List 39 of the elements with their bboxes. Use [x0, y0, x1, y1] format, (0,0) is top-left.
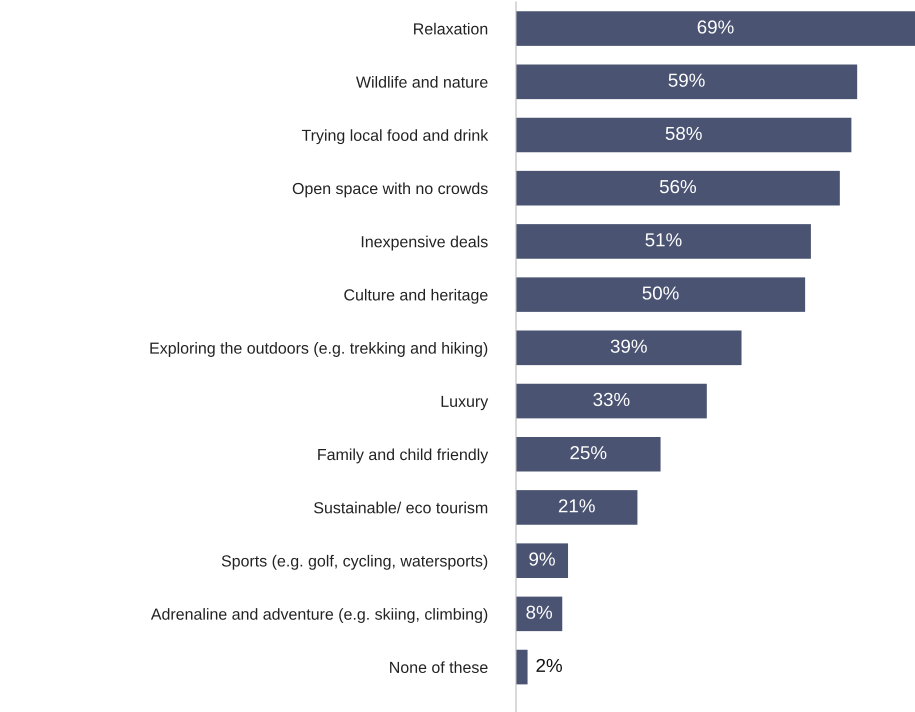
y-tick-label: Exploring the outdoors (e.g. trekking and hiking) [150, 342, 488, 357]
bar [516, 490, 638, 525]
data-label: 50% [642, 286, 679, 300]
bar [516, 224, 811, 259]
y-tick-label: Adrenaline and adventure (e.g. skiing, climbing) [150, 608, 488, 623]
data-label: 69% [698, 20, 734, 34]
y-tick-label: Sports (e.g. golf, cycling, watersports) [222, 554, 488, 570]
bar [516, 330, 742, 366]
data-label: 33% [593, 392, 630, 406]
bar [516, 436, 661, 472]
y-tick-label: Sustainable/ eco tourism [314, 502, 488, 514]
y-tick-label: None of these [390, 661, 488, 674]
bar [516, 64, 858, 100]
data-label: 51% [645, 233, 682, 246]
data-label: 58% [666, 126, 702, 140]
bar [516, 118, 852, 152]
data-label: 9% [529, 552, 555, 566]
y-tick-label: Relaxation [414, 22, 488, 35]
data-label: 25% [570, 446, 606, 460]
data-label: 8% [526, 606, 552, 619]
bar [516, 170, 840, 206]
y-tick-label: Family and child friendly [318, 448, 488, 464]
y-tick-label: Luxury [442, 396, 488, 410]
bar [516, 596, 562, 632]
data-label: 56% [660, 180, 696, 194]
y-tick-label: Culture and heritage [344, 288, 488, 304]
y-tick-label: Trying local food and drink [302, 129, 488, 144]
bar [516, 384, 707, 418]
data-label: 2% [536, 658, 562, 672]
data-label: 59% [668, 74, 705, 87]
bar [516, 543, 568, 578]
bar [516, 650, 528, 684]
y-tick-label: Wildlife and nature [356, 76, 488, 88]
bar [516, 277, 806, 312]
data-label: 39% [610, 340, 647, 353]
data-label: 21% [558, 499, 595, 512]
y-tick-label: Open space with no crowds [292, 182, 488, 198]
y-tick-label: Inexpensive deals [362, 236, 488, 251]
bar [516, 11, 915, 46]
